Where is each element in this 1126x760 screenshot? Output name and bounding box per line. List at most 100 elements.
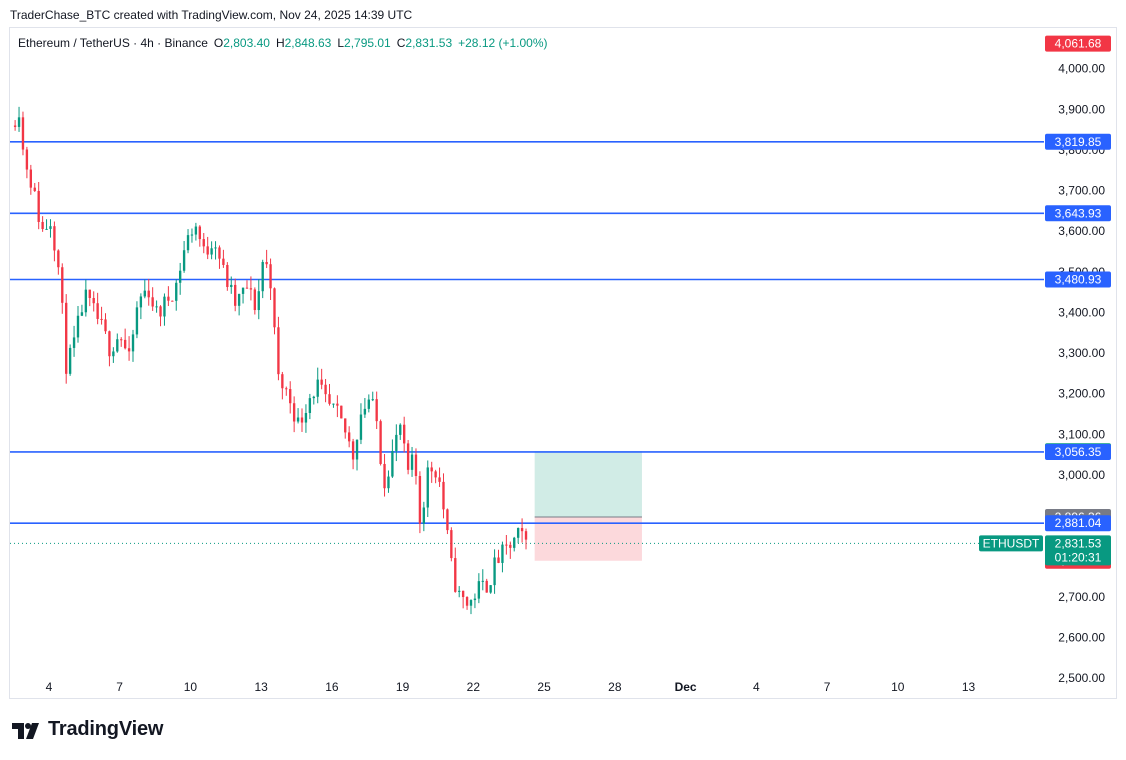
price-badges: 4,061.683,058.282,896.362,788.623,819.85… <box>979 35 1111 569</box>
candle <box>344 418 347 439</box>
candle <box>182 241 186 273</box>
price-axis-tick: 2,500.00 <box>1058 671 1105 685</box>
candle <box>253 287 257 315</box>
candle <box>151 287 154 311</box>
legend-low-label: L <box>337 36 345 50</box>
time-axis-tick: 19 <box>396 680 410 694</box>
candle <box>178 262 182 295</box>
time-axis-tick: Dec <box>675 680 697 694</box>
level-badge[interactable]: 3,480.93 <box>1045 271 1111 288</box>
candle <box>442 473 445 519</box>
candle <box>458 586 461 598</box>
level-badge[interactable]: 3,056.35 <box>1045 443 1111 460</box>
candle <box>112 347 115 363</box>
candle <box>175 279 178 311</box>
svg-text:4,061.68: 4,061.68 <box>1055 37 1102 51</box>
stop-zone[interactable] <box>534 516 642 561</box>
legend-close: 2,831.53 <box>405 36 453 50</box>
candle <box>446 508 449 535</box>
legend-symbol: Ethereum / TetherUS · 4h · Binance <box>18 36 208 50</box>
candle <box>395 424 398 462</box>
candle <box>249 276 253 301</box>
candle <box>304 404 308 433</box>
time-axis-tick: 10 <box>891 680 905 694</box>
level-badge[interactable]: 2,881.04 <box>1045 515 1111 532</box>
candle <box>76 306 80 343</box>
candle <box>367 394 370 413</box>
candle <box>332 403 335 408</box>
candle <box>312 395 315 405</box>
candle <box>92 291 95 312</box>
ticker-label-badge[interactable]: ETHUSDT <box>979 535 1043 552</box>
candle <box>265 249 268 269</box>
candle <box>167 286 170 307</box>
legend-high-label: H <box>275 36 285 50</box>
candle <box>147 278 150 306</box>
candle <box>108 330 111 367</box>
level-badge[interactable]: 3,643.93 <box>1045 205 1111 222</box>
candle <box>316 367 319 404</box>
candle <box>336 395 339 418</box>
candle <box>375 391 378 430</box>
tradingview-logo-text: TradingView <box>48 718 164 740</box>
candle <box>198 225 202 247</box>
candle <box>391 439 394 478</box>
price-axis-tick: 3,400.00 <box>1058 305 1105 319</box>
candle <box>387 470 390 493</box>
last-price-value: 2,831.53 <box>1055 536 1102 550</box>
price-axis-tick: 3,100.00 <box>1058 427 1105 441</box>
candle <box>520 518 524 543</box>
candle <box>399 423 402 440</box>
candle <box>465 596 469 610</box>
candle <box>241 287 245 304</box>
candle <box>261 259 264 299</box>
price-axis-tick: 3,300.00 <box>1058 346 1105 360</box>
candles <box>13 106 528 615</box>
candle <box>37 182 40 230</box>
candle <box>418 471 422 534</box>
symbol-legend: Ethereum / TetherUS · 4h · Binance O2,803… <box>18 36 554 50</box>
candle <box>493 549 496 594</box>
candle <box>473 593 477 609</box>
candle <box>371 391 374 402</box>
time-axis-tick: 16 <box>325 680 339 694</box>
candle <box>273 287 276 335</box>
candle <box>300 408 304 432</box>
tradingview-logo[interactable]: TradingView <box>12 718 163 741</box>
chart-frame <box>9 27 1117 699</box>
candle <box>127 336 131 361</box>
candle <box>505 535 508 555</box>
candle <box>88 289 91 307</box>
price-axis-tick: 2,700.00 <box>1058 590 1105 604</box>
tradingview-logo-icon <box>12 722 39 739</box>
price-badge[interactable]: 4,061.68 <box>1045 35 1111 52</box>
target-zone[interactable] <box>534 451 642 517</box>
time-axis-tick: 28 <box>608 680 622 694</box>
level-badge[interactable]: 3,819.85 <box>1045 133 1111 150</box>
candle <box>194 222 198 241</box>
candle <box>292 396 296 433</box>
candle <box>120 337 123 347</box>
candle <box>41 216 44 232</box>
time-axis-tick: 7 <box>824 680 831 694</box>
candle <box>469 599 473 615</box>
candle <box>347 426 351 448</box>
candle <box>524 528 528 550</box>
candle <box>308 393 312 420</box>
legend-close-label: C <box>396 36 406 50</box>
candle <box>426 460 429 518</box>
candle <box>403 416 406 453</box>
candle <box>245 280 249 289</box>
price-axis: 2,500.002,600.002,700.002,800.002,900.00… <box>1058 62 1105 685</box>
legend-high: 2,848.63 <box>284 36 332 50</box>
candle <box>485 578 488 593</box>
candle <box>53 221 56 262</box>
horizontal-levels <box>10 141 1044 544</box>
svg-text:2,881.04: 2,881.04 <box>1055 516 1102 530</box>
svg-text:3,480.93: 3,480.93 <box>1055 272 1102 286</box>
time-axis-tick: 4 <box>46 680 53 694</box>
candle <box>45 219 48 230</box>
candle <box>481 569 484 591</box>
